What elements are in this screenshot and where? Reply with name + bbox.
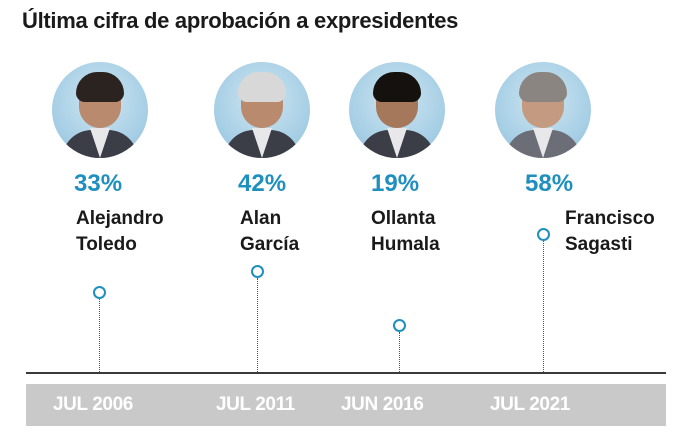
president-name: Alejandro Toledo [76, 206, 164, 258]
date-label: JUL 2021 [490, 394, 570, 415]
name-line: Ollanta [371, 208, 436, 229]
president-photo [495, 62, 591, 158]
approval-value: 42% [238, 170, 287, 197]
date-label: JUL 2006 [53, 394, 133, 415]
president-photo [349, 62, 445, 158]
name-line: Toledo [76, 234, 137, 255]
name-line: Alejandro [76, 208, 164, 229]
marker-stem [543, 240, 544, 372]
name-line: Sagasti [565, 234, 633, 255]
data-point-marker [93, 286, 106, 300]
approval-value: 58% [525, 170, 574, 197]
data-point-marker [251, 265, 264, 279]
president-card: 42% Alan García [214, 62, 364, 262]
president-card: 58% Francisco Sagasti [495, 62, 655, 262]
marker-stem [99, 299, 100, 372]
president-photo [52, 62, 148, 158]
data-point-marker [537, 227, 550, 241]
name-line: García [240, 234, 300, 255]
approval-value: 19% [371, 170, 420, 197]
president-name: Francisco Sagasti [565, 206, 655, 258]
date-band [26, 384, 666, 426]
president-name: Alan García [240, 206, 299, 258]
marker-stem [399, 332, 400, 372]
president-photo [214, 62, 310, 158]
data-point-marker [393, 319, 406, 333]
date-label: JUL 2011 [216, 394, 295, 415]
name-line: Alan [240, 208, 282, 229]
timeline-axis [26, 372, 666, 374]
chart-title: Última cifra de aprobación a expresident… [22, 8, 459, 33]
name-line: Francisco [565, 208, 655, 229]
president-card: 33% Alejandro Toledo [52, 62, 202, 262]
president-card: 19% Ollanta Humala [349, 62, 499, 262]
name-line: Humala [371, 234, 440, 255]
marker-stem [257, 278, 258, 372]
date-label: JUN 2016 [341, 394, 424, 415]
approval-value: 33% [74, 170, 123, 197]
president-name: Ollanta Humala [371, 206, 440, 258]
